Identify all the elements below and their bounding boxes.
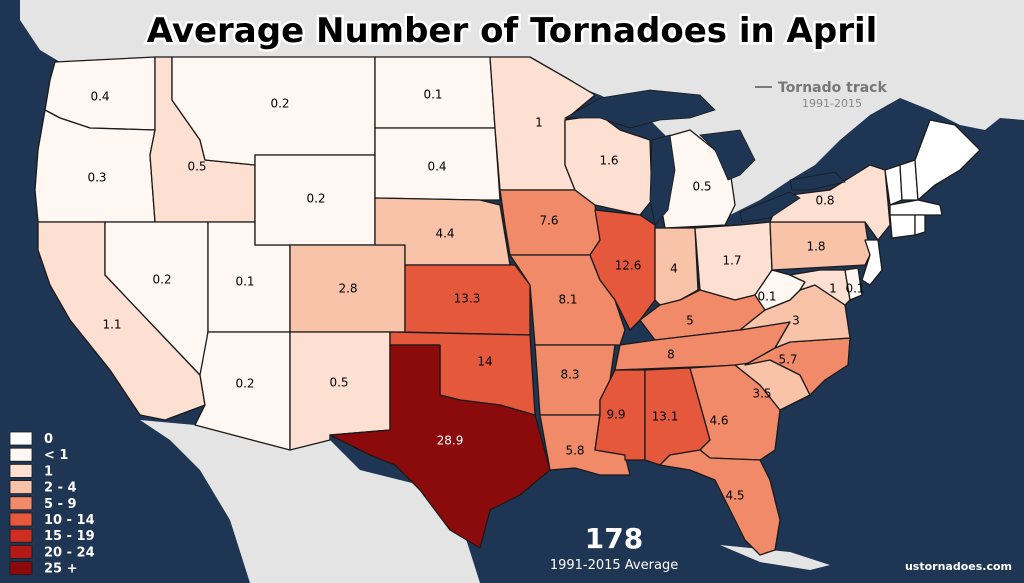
value-OK: 14 — [477, 355, 492, 369]
value-MO: 8.1 — [558, 293, 577, 307]
legend-label: 15 - 19 — [44, 529, 95, 544]
value-OH: 1.7 — [722, 254, 741, 268]
value-ID: 0.5 — [187, 160, 206, 174]
value-IA: 7.6 — [539, 214, 558, 228]
track-legend-years: 1991-2015 — [802, 97, 862, 110]
state-MA[interactable] — [889, 199, 943, 216]
great-lakes — [563, 89, 846, 226]
legend-swatch — [9, 561, 33, 575]
legend-swatch — [9, 512, 33, 527]
value-NY: 0.8 — [815, 194, 834, 208]
legend-swatch — [9, 431, 33, 446]
value-PA: 1.8 — [806, 240, 825, 254]
value-UT: 0.1 — [235, 275, 254, 289]
credit: ustornadoes.com — [905, 560, 1012, 573]
state-FL[interactable] — [659, 449, 781, 556]
value-MD: 1 — [829, 282, 837, 296]
value-NV: 0.2 — [152, 273, 171, 287]
value-MT: 0.2 — [270, 97, 289, 111]
state-ME[interactable] — [914, 119, 981, 201]
legend-swatch — [9, 480, 33, 495]
legend-label: 5 - 9 — [44, 497, 77, 512]
legend-label: 10 - 14 — [44, 513, 95, 528]
legend-label: 1 — [44, 464, 53, 479]
value-WY: 0.2 — [306, 192, 325, 206]
value-VA: 3 — [792, 314, 800, 328]
value-MN: 1 — [535, 116, 543, 130]
value-WI: 1.6 — [599, 154, 618, 168]
cuba — [720, 545, 830, 570]
value-IN: 4 — [670, 262, 678, 276]
value-IL: 12.6 — [615, 259, 642, 273]
lake-huron — [699, 129, 756, 181]
value-NC: 5.7 — [778, 353, 797, 367]
legend-swatch — [9, 447, 33, 462]
value-MI: 0.5 — [692, 180, 711, 194]
lake-michigan — [649, 134, 676, 226]
track-legend-label: Tornado track — [778, 80, 887, 96]
state-IL[interactable] — [589, 209, 656, 331]
value-CA: 1.1 — [102, 318, 121, 332]
value-AL: 13.1 — [652, 410, 679, 424]
value-ND: 0.1 — [423, 88, 442, 102]
track-legend: Tornado track 1991-2015 — [755, 80, 887, 110]
state-values: 0.4 0.3 1.1 0.5 0.2 0.1 0.2 0.2 0.2 2.8 … — [87, 88, 864, 503]
legend-swatch — [9, 528, 33, 543]
value-SD: 0.4 — [427, 160, 446, 174]
legend-label: 0 — [44, 432, 53, 447]
state-CT[interactable] — [889, 214, 916, 239]
value-AR: 8.3 — [560, 368, 579, 382]
lake-erie — [739, 191, 801, 223]
value-AZ: 0.2 — [235, 377, 254, 391]
mexico — [140, 420, 480, 583]
legend-swatch — [9, 463, 33, 478]
total-label: 1991-2015 Average — [550, 558, 678, 573]
state-WI[interactable] — [564, 114, 653, 216]
canada — [20, 0, 1024, 220]
value-WA: 0.4 — [90, 90, 109, 104]
value-OR: 0.3 — [87, 171, 106, 185]
value-KY: 5 — [686, 314, 694, 328]
value-FL: 4.5 — [725, 489, 744, 503]
value-NE: 4.4 — [435, 227, 454, 241]
legend-label: < 1 — [44, 448, 68, 463]
value-DE: 0.1 — [845, 282, 864, 296]
value-KS: 13.3 — [454, 292, 481, 306]
legend-label: 2 - 4 — [44, 481, 77, 496]
legend-swatch — [9, 545, 33, 559]
lake-superior — [563, 89, 716, 129]
state-NJ[interactable] — [861, 239, 883, 286]
value-MS: 9.9 — [606, 408, 625, 422]
map-title: Average Number of Tornadoes in April — [147, 11, 878, 51]
state-TX[interactable] — [329, 344, 551, 549]
value-TX: 28.9 — [437, 434, 464, 448]
legend-label: 25 + — [44, 562, 78, 577]
value-NM: 0.5 — [329, 376, 348, 390]
value-LA: 5.8 — [565, 444, 584, 458]
state-DE[interactable] — [844, 267, 863, 301]
value-WV: 0.1 — [757, 290, 776, 304]
value-CO: 2.8 — [338, 282, 357, 296]
state-KS[interactable] — [404, 264, 531, 336]
legend-swatch — [9, 496, 33, 511]
state-SD[interactable] — [374, 127, 501, 201]
states-layer — [34, 56, 981, 556]
state-MT[interactable] — [171, 56, 376, 166]
total-value: 178 — [585, 522, 643, 555]
legend-label: 20 - 24 — [44, 545, 95, 560]
lake-ontario — [789, 171, 846, 191]
value-GA: 4.6 — [709, 414, 728, 428]
value-SC: 3.5 — [752, 387, 771, 401]
value-TN: 8 — [667, 348, 675, 362]
state-RI[interactable] — [914, 214, 926, 236]
